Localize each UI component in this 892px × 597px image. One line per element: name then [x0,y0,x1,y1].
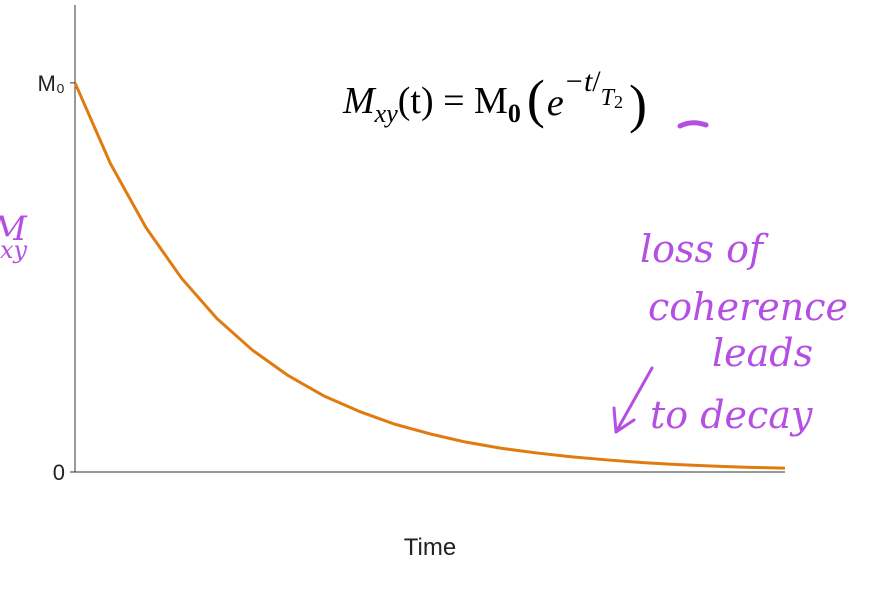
eq-part: −t [564,65,593,98]
eq-part: ( [527,69,545,129]
y-tick-label: M₀ [38,71,65,96]
annotation: loss of [640,227,769,271]
eq-part: T [601,85,616,111]
highlight [677,120,709,129]
annotation: coherence [648,285,848,329]
y-axis-label-main: M [0,209,28,249]
eq-part: e [547,82,564,124]
y-axis-label: Mxy [0,209,28,264]
line [73,82,786,470]
annotation-arrow [612,366,654,434]
eq-part: 0 [508,99,521,128]
y-axis-label-sub: xy [0,236,28,264]
eq-part: xy [374,99,399,128]
annotation: leads [712,331,813,375]
annotation: to decay [650,393,813,437]
eq-part: ) [629,74,647,134]
eq-part: M [342,80,377,122]
y-tick-label: 0 [53,460,65,485]
eq-part: 2 [614,92,623,112]
eq-part: / [592,65,601,98]
eq-part: (t) = M [398,80,508,122]
equation: Mxy(t) = M0 (e−t/T2) [342,65,647,134]
x-axis-label: Time [404,534,456,561]
